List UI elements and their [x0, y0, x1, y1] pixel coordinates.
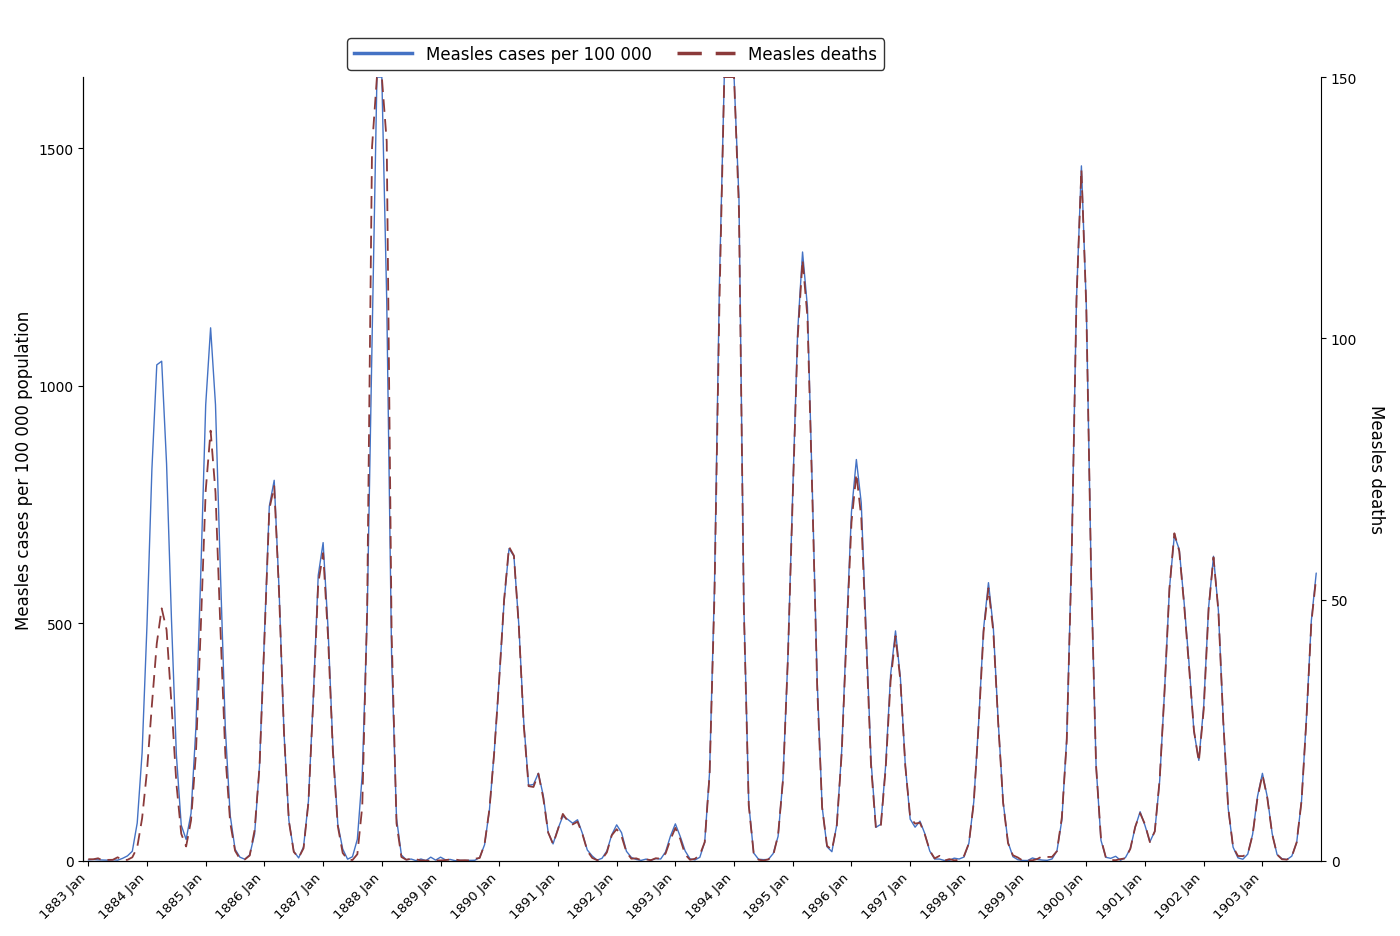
- Measles cases per 100 000: [105, 855, 122, 866]
- Measles deaths: [105, 855, 122, 866]
- Measles deaths: [1288, 837, 1305, 848]
- Measles cases per 100 000: [1308, 568, 1324, 579]
- Measles deaths: [1063, 553, 1079, 564]
- Measles deaths: [423, 856, 440, 867]
- Y-axis label: Measles deaths: Measles deaths: [1366, 405, 1385, 534]
- Measles cases per 100 000: [368, 72, 385, 83]
- Measles deaths: [872, 821, 889, 832]
- Measles cases per 100 000: [80, 855, 97, 866]
- Measles cases per 100 000: [872, 819, 889, 830]
- Measles cases per 100 000: [447, 856, 463, 867]
- Line: Measles deaths: Measles deaths: [88, 78, 1316, 861]
- Measles cases per 100 000: [456, 856, 473, 867]
- Legend: Measles cases per 100 000, Measles deaths: Measles cases per 100 000, Measles death…: [347, 39, 883, 70]
- Measles deaths: [368, 72, 385, 83]
- Measles deaths: [1308, 572, 1324, 583]
- Measles cases per 100 000: [1063, 549, 1079, 561]
- Line: Measles cases per 100 000: Measles cases per 100 000: [88, 78, 1316, 861]
- Y-axis label: Measles cases per 100 000 population: Measles cases per 100 000 population: [15, 310, 34, 629]
- Measles cases per 100 000: [1288, 837, 1305, 848]
- Measles deaths: [456, 855, 473, 866]
- Measles cases per 100 000: [951, 854, 967, 865]
- Measles deaths: [951, 855, 967, 866]
- Measles deaths: [80, 854, 97, 865]
